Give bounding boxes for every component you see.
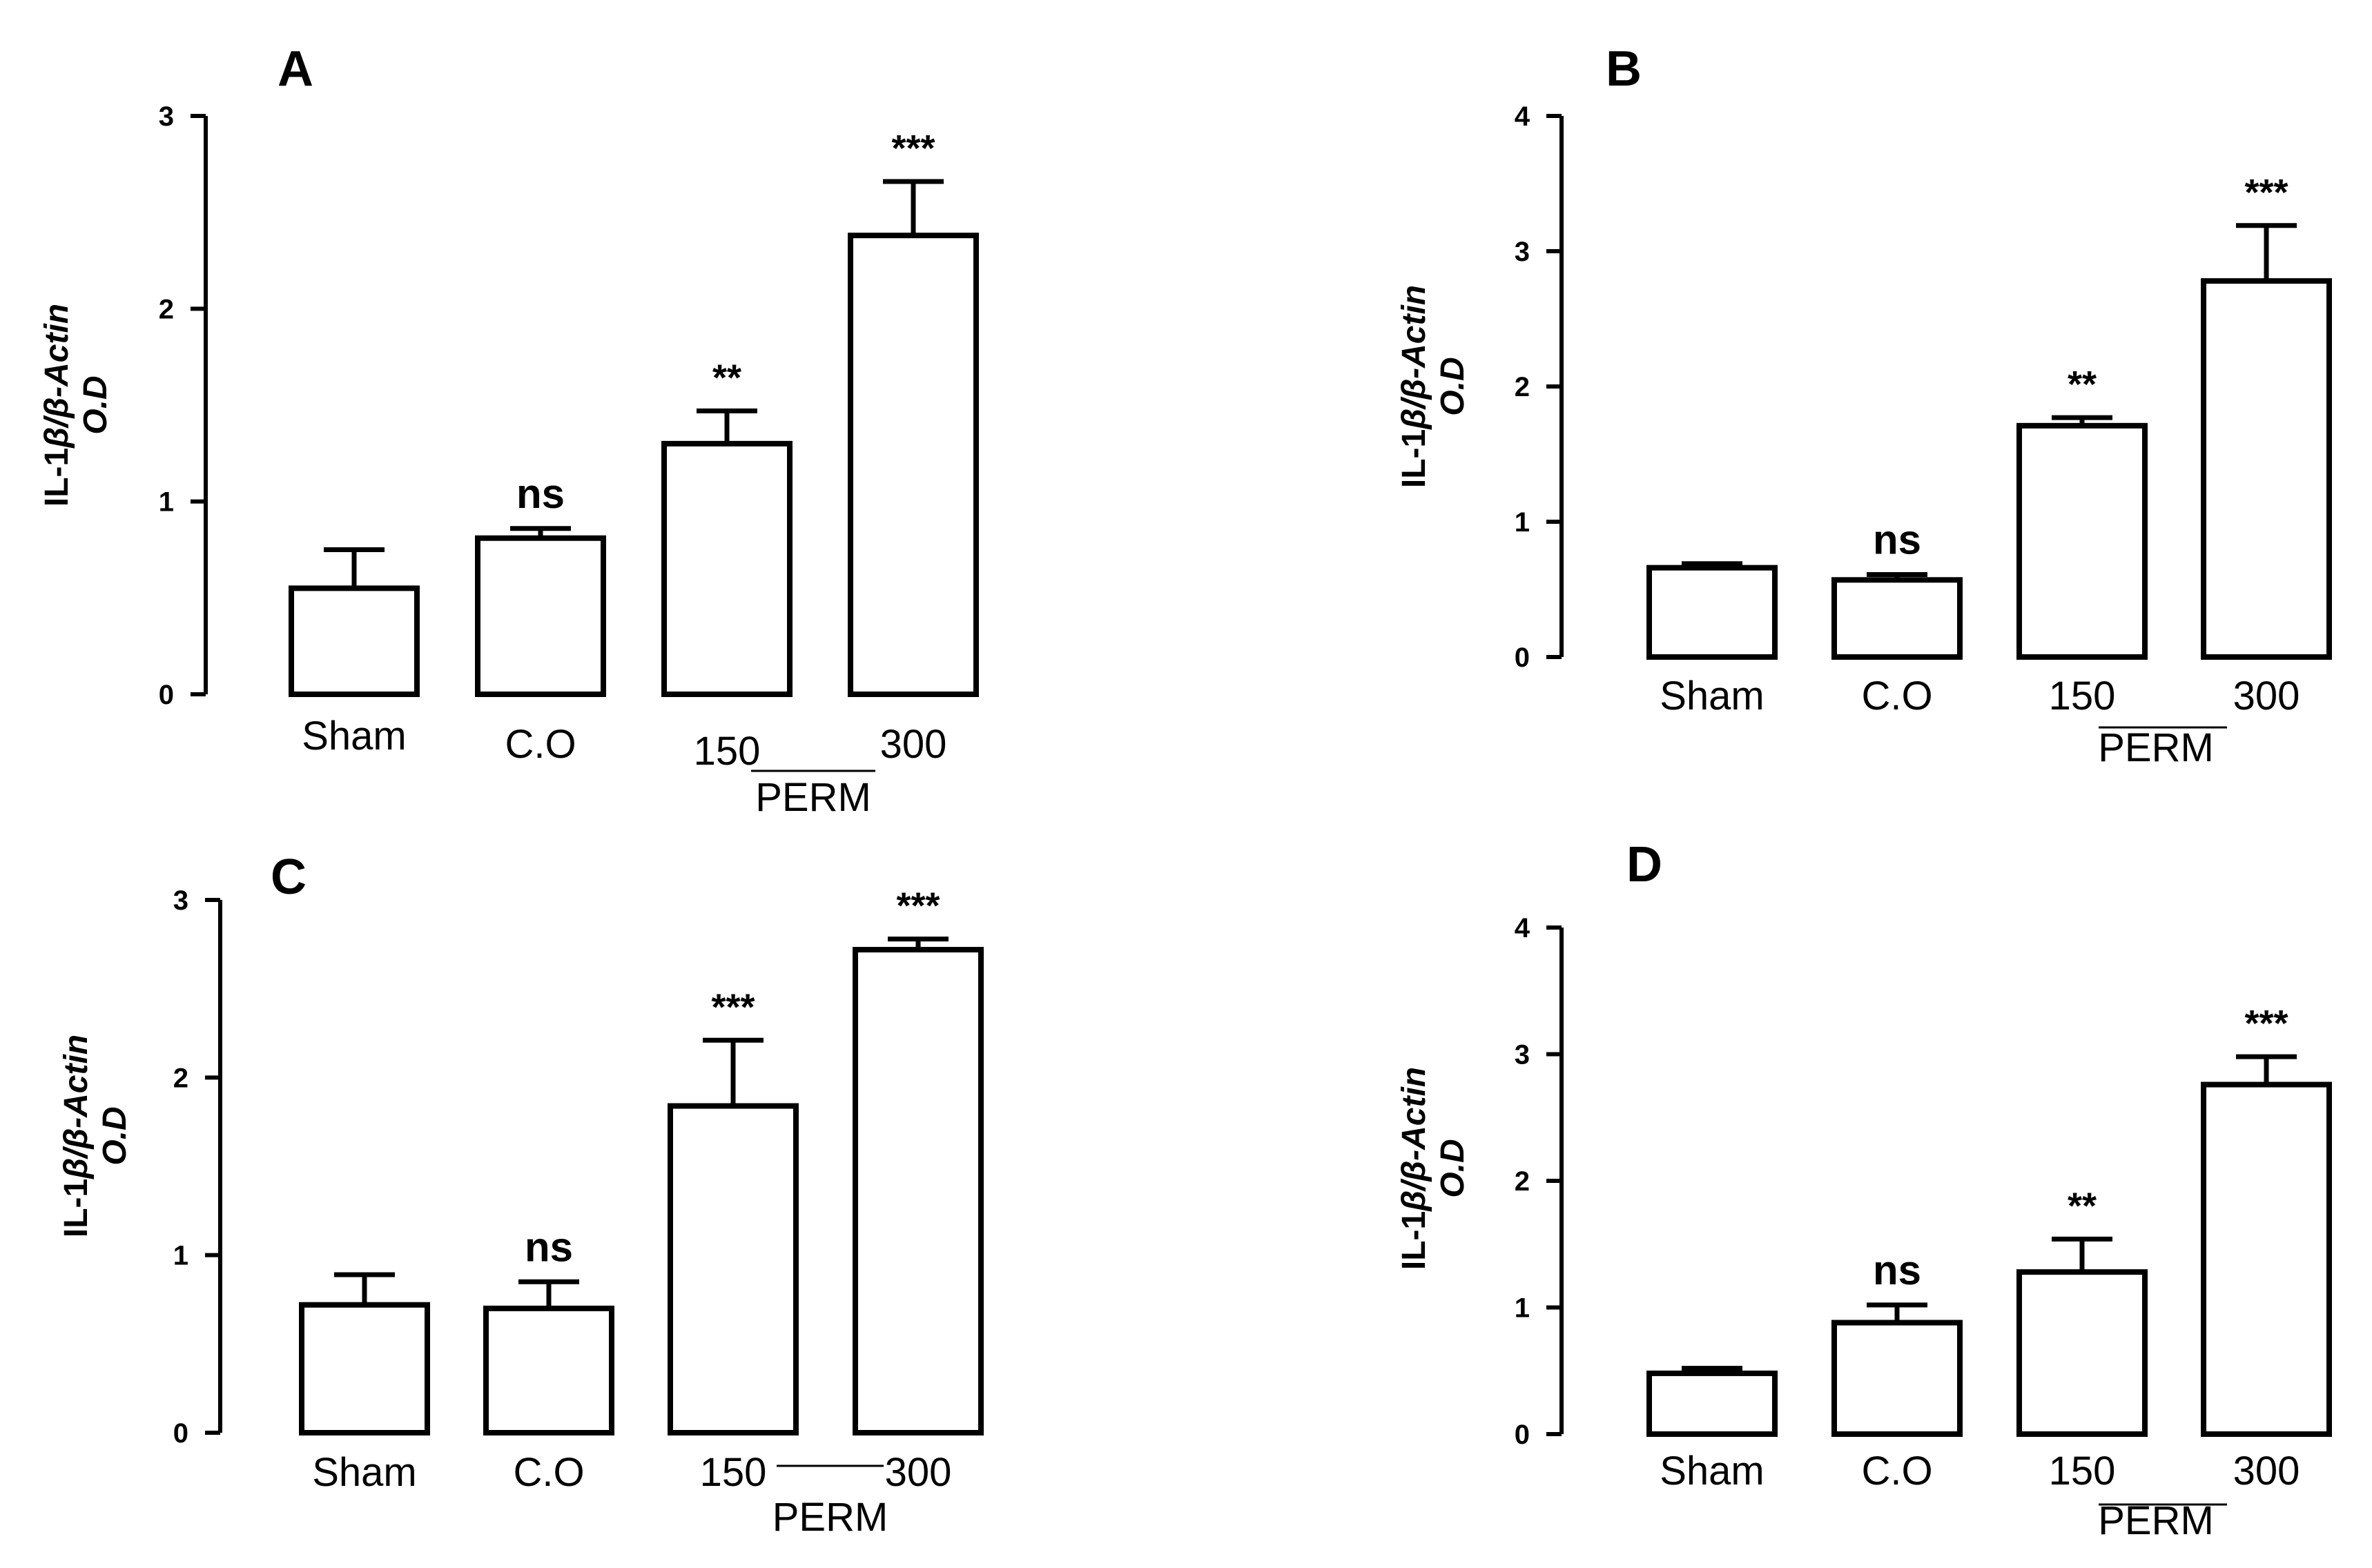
category-label: 300 (885, 1450, 952, 1495)
bar-300 (853, 947, 984, 1435)
y-axis-label-part: β/β-Actin (1396, 285, 1432, 431)
y-axis-label-part: IL-1 (1396, 429, 1432, 488)
category-label: C.O (505, 722, 576, 767)
y-tick-label: 1 (159, 487, 174, 518)
category-label: C.O (1861, 674, 1932, 718)
y-tick-label: 2 (173, 1063, 188, 1093)
y-axis-label-part: β/β-Actin (1396, 1067, 1432, 1213)
y-axis-label: IL-1β/β-ActinO.D (58, 1035, 133, 1237)
category-label: 300 (2233, 674, 2300, 718)
category-label: 300 (2233, 1449, 2300, 1493)
bar-sham (1646, 1370, 1778, 1438)
y-tick-label: 0 (1515, 643, 1530, 673)
category-label: Sham (1660, 1449, 1765, 1493)
significance-label: *** (896, 885, 940, 927)
y-tick-label: 0 (159, 680, 174, 710)
category-label: 300 (880, 722, 947, 767)
bar-300 (848, 233, 979, 698)
y-axis-label-line2: O.D (77, 375, 114, 434)
bar-sham (299, 1302, 430, 1435)
chart-panel-b: B 0 1 2 3 4 IL-1β/β-ActinO.D Sham ns C.O ** 150 *** 3… (1396, 41, 2332, 770)
y-axis-label-line1: IL-1β/β-Actin (39, 304, 75, 507)
y-tick-label: 4 (1515, 101, 1530, 132)
y-tick-label: 3 (1515, 237, 1530, 267)
significance-label: *** (2244, 172, 2288, 213)
bar-c-o (1831, 577, 1963, 660)
bar-c-o (483, 1305, 614, 1436)
significance-label: *** (891, 128, 935, 169)
significance-label: *** (711, 986, 755, 1028)
significance-label: ns (1873, 516, 1921, 562)
group-label: PERM (2098, 1498, 2214, 1543)
bar-c-o (475, 535, 606, 697)
category-label: 150 (694, 729, 761, 774)
y-axis-label: IL-1β/β-ActinO.D (1396, 1067, 1471, 1270)
y-tick-label: 1 (1515, 1293, 1530, 1324)
category-label: C.O (1861, 1449, 1932, 1493)
chart-panel-a: A 0 1 2 3 IL-1β/β-ActinO.D Sham ns C.O ** 150 *** 30… (39, 41, 979, 820)
bar-150 (2016, 1269, 2148, 1437)
significance-label: ns (525, 1224, 573, 1270)
category-label: Sham (302, 714, 407, 758)
chart-panel-d: D 0 1 2 3 4 IL-1β/β-ActinO.D Sham ns C.O ** 150 *** 3… (1396, 837, 2332, 1543)
chart-panel-c: C 0 1 2 3 IL-1β/β-ActinO.D Sham ns C.O *** 150 *** 3… (58, 850, 984, 1540)
category-label: 150 (700, 1450, 767, 1495)
significance-label: ns (516, 471, 565, 517)
y-axis-label-part: β/β-Actin (58, 1035, 95, 1180)
y-axis-label: IL-1β/β-ActinO.D (39, 304, 114, 507)
category-label: Sham (1660, 674, 1765, 718)
bar-sham (289, 585, 420, 697)
y-axis-label-line1: IL-1β/β-Actin (1396, 285, 1432, 488)
y-axis-label-line1: IL-1β/β-Actin (1396, 1067, 1432, 1270)
y-tick-label: 3 (159, 101, 174, 132)
y-axis-label-part: IL-1 (39, 448, 75, 507)
group-label: PERM (755, 775, 871, 820)
y-tick-label: 0 (1515, 1420, 1530, 1450)
category-label: 150 (2049, 674, 2116, 718)
bar-150 (661, 440, 793, 697)
y-axis-label: IL-1β/β-ActinO.D (1396, 285, 1471, 488)
y-axis-label-line2: O.D (1435, 357, 1471, 415)
y-tick-label: 4 (1515, 913, 1530, 943)
panel-label: A (278, 41, 313, 97)
bar-sham (1646, 565, 1778, 660)
y-axis-label-line2: O.D (1435, 1139, 1471, 1197)
y-axis-label-part: IL-1 (1396, 1211, 1432, 1270)
y-tick-label: 1 (173, 1241, 188, 1271)
y-tick-label: 2 (1515, 1166, 1530, 1197)
y-tick-label: 2 (1515, 372, 1530, 402)
bar-c-o (1831, 1320, 1963, 1438)
y-tick-label: 2 (159, 294, 174, 324)
bar-150 (2016, 422, 2148, 660)
significance-label: ** (2068, 364, 2097, 405)
significance-label: ns (1873, 1247, 1921, 1293)
significance-label: ** (2068, 1185, 2097, 1226)
category-label: 150 (2049, 1449, 2116, 1493)
bar-150 (668, 1103, 799, 1436)
y-axis-label-line2: O.D (97, 1106, 133, 1165)
significance-label: ** (712, 357, 741, 398)
bar-300 (2201, 278, 2332, 660)
panel-label: C (271, 850, 307, 905)
y-tick-label: 3 (173, 885, 188, 916)
y-tick-label: 1 (1515, 507, 1530, 538)
group-label: PERM (772, 1495, 888, 1540)
y-axis-label-part: β/β-Actin (39, 304, 75, 449)
y-axis-label-line1: IL-1β/β-Actin (58, 1035, 95, 1237)
category-label: Sham (312, 1450, 417, 1495)
y-tick-label: 3 (1515, 1040, 1530, 1070)
significance-label: *** (2244, 1003, 2288, 1044)
group-label: PERM (2098, 725, 2214, 770)
panel-label: D (1626, 837, 1662, 892)
y-tick-label: 0 (173, 1418, 188, 1449)
category-label: C.O (513, 1450, 584, 1495)
panel-label: B (1606, 41, 1642, 97)
bar-300 (2201, 1081, 2332, 1438)
y-axis-label-part: IL-1 (58, 1179, 95, 1237)
